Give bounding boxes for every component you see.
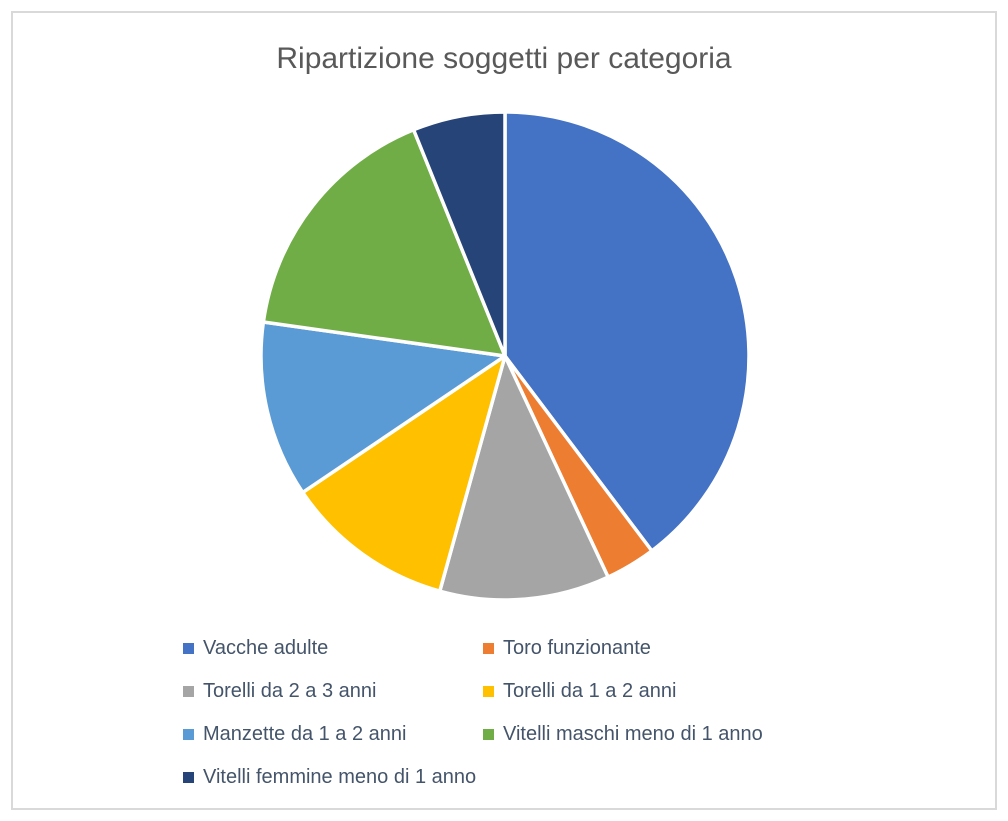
legend-item-4[interactable]: Manzette da 1 a 2 anni: [183, 721, 483, 747]
legend-label: Vacche adulte: [203, 636, 329, 659]
legend-item-5[interactable]: Vitelli maschi meno di 1 anno: [483, 721, 763, 747]
legend: Vacche adulte Toro funzionante Torelli da …: [183, 635, 763, 790]
legend-swatch-icon: [483, 642, 494, 654]
legend-item-1[interactable]: Toro funzionante: [483, 635, 763, 661]
legend-label: Toro funzionante: [503, 636, 651, 659]
pie-slice-4[interactable]: [259, 320, 507, 495]
pie-slice-0[interactable]: [503, 110, 751, 553]
legend-label: Torelli da 1 a 2 anni: [503, 679, 677, 702]
legend-label: Manzette da 1 a 2 anni: [203, 722, 407, 745]
pie-slice-2[interactable]: [438, 354, 610, 602]
legend-item-3[interactable]: Torelli da 1 a 2 anni: [483, 678, 763, 704]
legend-item-2[interactable]: Torelli da 2 a 3 anni: [183, 678, 483, 704]
legend-item-0[interactable]: Vacche adulte: [183, 635, 483, 661]
legend-swatch-icon: [183, 685, 194, 697]
legend-swatch-icon: [483, 685, 494, 697]
legend-swatch-icon: [483, 728, 494, 740]
legend-label: Vitelli maschi meno di 1 anno: [503, 722, 763, 745]
pie-slice-6[interactable]: [411, 110, 507, 358]
pie-slice-5[interactable]: [261, 128, 507, 358]
legend-swatch-icon: [183, 728, 194, 740]
legend-label: Torelli da 2 a 3 anni: [203, 679, 377, 702]
pie-chart: [259, 110, 751, 602]
pie-slice-3[interactable]: [300, 354, 507, 593]
legend-swatch-icon: [183, 642, 194, 654]
legend-item-6[interactable]: Vitelli femmine meno di 1 anno: [183, 764, 483, 790]
chart-title: Ripartizione soggetti per categoria: [276, 42, 732, 75]
legend-swatch-icon: [183, 771, 194, 783]
legend-label: Vitelli femmine meno di 1 anno: [203, 765, 477, 788]
